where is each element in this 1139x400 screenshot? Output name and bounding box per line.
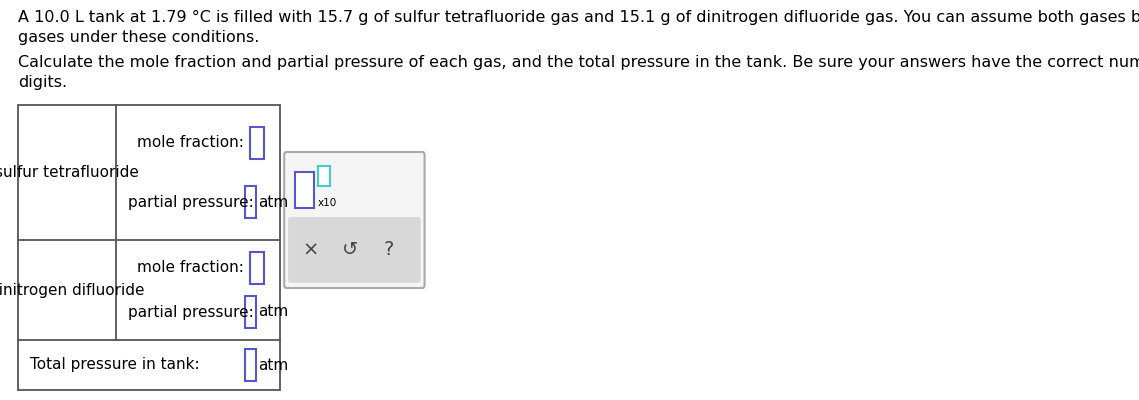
Text: dinitrogen difluoride: dinitrogen difluoride [0, 282, 145, 298]
Text: atm: atm [259, 304, 288, 320]
Text: ↺: ↺ [342, 240, 358, 260]
Bar [249, 252, 264, 284]
Bar [295, 172, 314, 208]
Text: atm: atm [259, 358, 288, 372]
Bar [245, 186, 256, 218]
Bar [318, 166, 329, 186]
Text: x10: x10 [318, 198, 337, 208]
Text: ?: ? [384, 240, 394, 260]
Bar [245, 349, 256, 381]
Bar [249, 127, 264, 159]
Text: sulfur tetrafluoride: sulfur tetrafluoride [0, 165, 139, 180]
Text: digits.: digits. [18, 75, 67, 90]
Text: A 10.0 L tank at 1.79 °C is filled with 15.7 g of sulfur tetrafluoride gas and 1: A 10.0 L tank at 1.79 °C is filled with … [18, 10, 1139, 25]
Text: Calculate the mole fraction and partial pressure of each gas, and the total pres: Calculate the mole fraction and partial … [18, 55, 1139, 70]
Text: mole fraction:: mole fraction: [137, 135, 244, 150]
Text: gases under these conditions.: gases under these conditions. [18, 30, 259, 45]
Text: Total pressure in tank:: Total pressure in tank: [30, 358, 199, 372]
Bar [245, 296, 256, 328]
FancyBboxPatch shape [285, 152, 425, 288]
Text: mole fraction:: mole fraction: [137, 260, 244, 276]
Text: partial pressure:: partial pressure: [128, 195, 254, 210]
FancyBboxPatch shape [288, 217, 420, 283]
Bar [18, 105, 280, 390]
Text: atm: atm [259, 195, 288, 210]
Text: partial pressure:: partial pressure: [128, 304, 254, 320]
Text: ×: × [303, 240, 319, 260]
